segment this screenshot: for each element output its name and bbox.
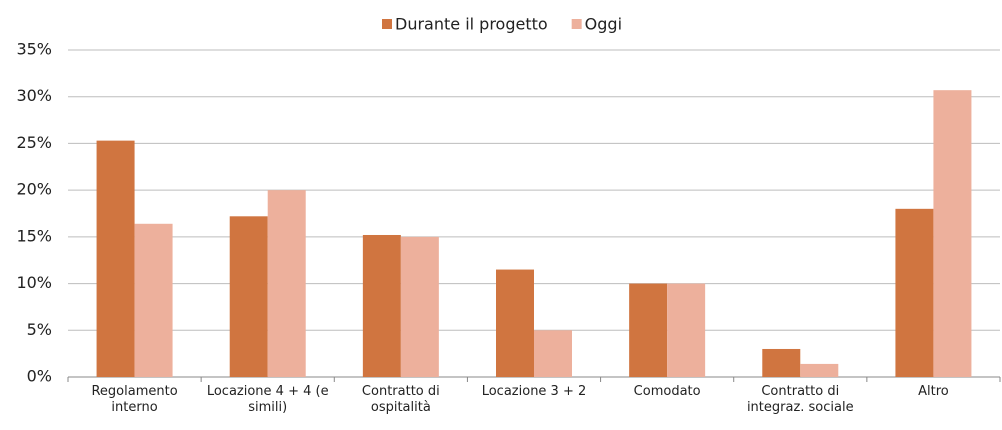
x-tick-label: Altro	[918, 384, 949, 399]
bar	[534, 330, 572, 377]
x-tick-label: Comodato	[633, 384, 701, 399]
y-tick-label: 5%	[27, 320, 52, 339]
bar	[933, 90, 972, 377]
x-tick-label: Contratto di integraz. sociale	[746, 384, 854, 415]
bar	[229, 216, 268, 377]
y-tick-label: 15%	[16, 226, 52, 245]
bar	[800, 363, 839, 377]
legend-swatch	[382, 19, 392, 29]
y-tick-label: 30%	[16, 86, 52, 105]
bar	[96, 140, 135, 377]
x-tick-label: Regolamento interno	[91, 384, 178, 415]
legend-label: Durante il progetto	[395, 15, 548, 34]
bar	[629, 283, 668, 377]
legend-label: Oggi	[585, 15, 622, 34]
bar	[667, 283, 706, 377]
x-tick-label: Locazione 4 + 4 (e simili)	[206, 384, 329, 415]
bar	[762, 348, 801, 377]
y-tick-label: 25%	[16, 133, 52, 152]
bar	[267, 190, 306, 377]
y-tick-label: 20%	[16, 180, 52, 199]
y-tick-label: 35%	[16, 40, 52, 59]
bar	[362, 234, 401, 377]
x-tick-label: Contratto di ospitalità	[361, 384, 440, 415]
x-tick-label: Locazione 3 + 2	[481, 384, 587, 399]
y-tick-label: 10%	[16, 273, 52, 292]
y-tick-label: 0%	[27, 367, 52, 386]
bar	[895, 208, 934, 377]
bar	[400, 236, 439, 377]
bar	[496, 269, 534, 377]
legend-swatch	[571, 19, 582, 29]
bar	[134, 223, 173, 377]
